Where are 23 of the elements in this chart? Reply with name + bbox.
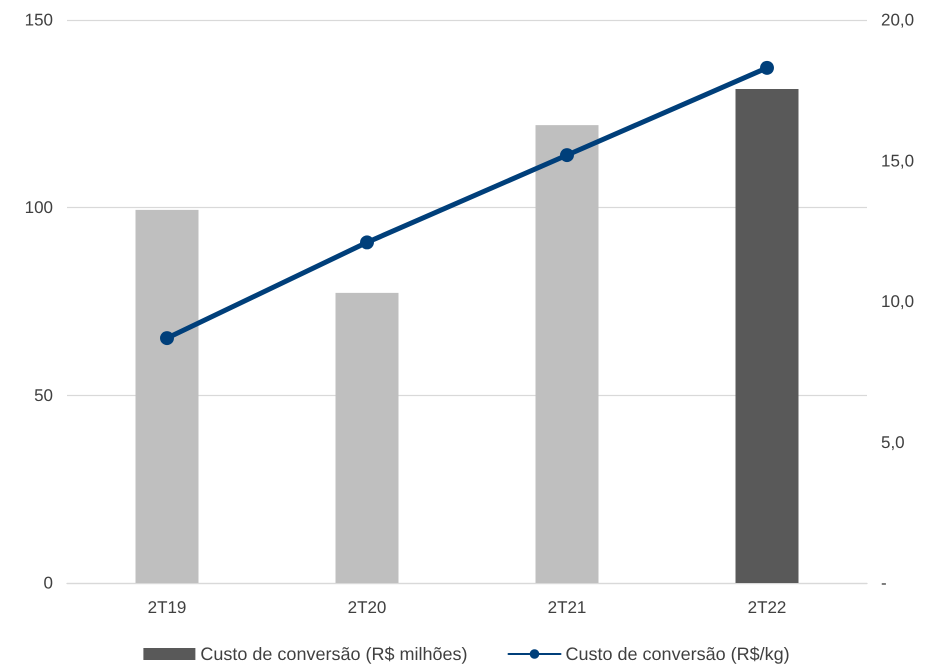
- bar: [136, 210, 198, 583]
- y2-tick-label: 10,0: [881, 292, 914, 311]
- x-tick-label: 2T22: [748, 598, 786, 617]
- bar: [736, 89, 798, 583]
- x-tick-label: 2T21: [548, 598, 586, 617]
- y2-tick-label: 5,0: [881, 432, 905, 452]
- y-tick-label: 0: [44, 574, 53, 592]
- y2-tick-label: -: [881, 574, 887, 592]
- bar: [336, 292, 398, 583]
- legend-label: Custo de conversão (R$ milhões): [200, 644, 468, 664]
- x-tick-label: 2T20: [348, 598, 386, 617]
- legend-label: Custo de conversão (R$/kg): [566, 644, 790, 664]
- y-tick-label: 100: [24, 198, 53, 218]
- y2-tick-label: 15,0: [881, 151, 914, 170]
- point: [160, 331, 174, 346]
- y-tick-label: 150: [24, 10, 53, 30]
- point: [560, 148, 574, 162]
- point: [760, 60, 774, 75]
- bar: [536, 125, 598, 583]
- x-tick-label: 2T19: [148, 598, 186, 617]
- point: [360, 235, 374, 250]
- y2-tick-label: 20,0: [881, 10, 914, 30]
- y-tick-label: 50: [34, 386, 53, 405]
